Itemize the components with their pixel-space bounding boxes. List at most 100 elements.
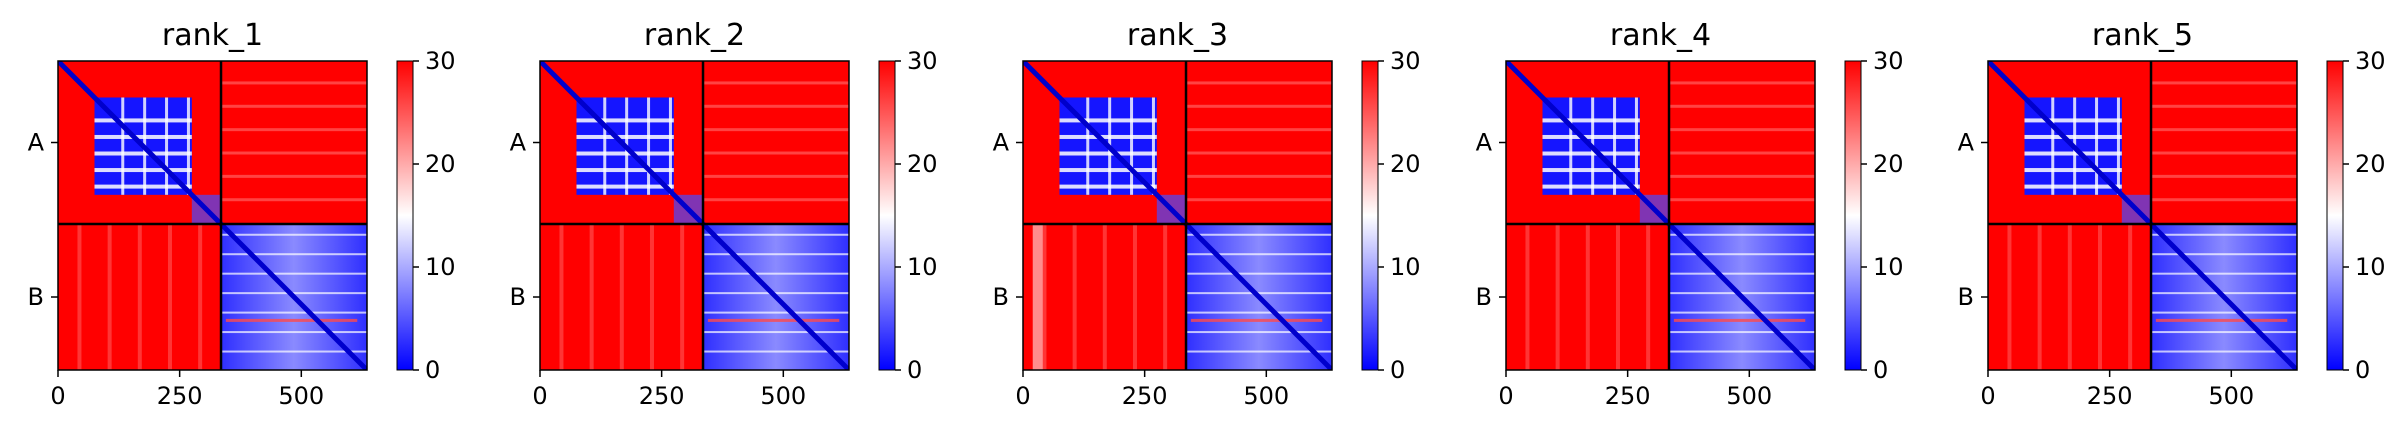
panel-3: rank_3 0 250 500 A B 0 10 20 30 xyxy=(993,18,1421,410)
colorbar-frame xyxy=(1361,60,1379,371)
block-b-seam xyxy=(1669,253,1815,256)
block-b-seam xyxy=(703,350,849,353)
offdiag-stripe xyxy=(1669,151,1815,155)
block-b-seam xyxy=(1669,350,1815,353)
panel-title: rank_1 xyxy=(162,18,263,53)
block-b-seam xyxy=(1186,233,1332,236)
offdiag-stripe xyxy=(1186,81,1332,85)
offdiag-stripe xyxy=(1669,81,1815,85)
panel-title: rank_3 xyxy=(1127,18,1228,53)
block-b-seam xyxy=(1186,253,1332,256)
y-tick-label: B xyxy=(993,283,1009,311)
block-a-seam xyxy=(1086,97,1090,195)
x-tick-label: 250 xyxy=(2087,382,2133,410)
offdiag-stripe xyxy=(703,128,849,132)
offdiag-stripe xyxy=(221,128,367,132)
offdiag-stripe xyxy=(221,198,367,202)
block-a-seam xyxy=(2116,97,2120,195)
offdiag-stripe xyxy=(221,104,367,108)
block-b-seam xyxy=(225,318,358,322)
block-b-seam xyxy=(1186,272,1332,275)
block-a-seam xyxy=(668,97,672,195)
block-b-seam xyxy=(2151,350,2297,353)
colorbar-tick-label: 20 xyxy=(425,150,456,178)
block-a-seam xyxy=(1613,97,1617,195)
y-tick-label: B xyxy=(28,283,44,311)
colorbar-tick-label: 0 xyxy=(1390,356,1405,384)
heatmap xyxy=(58,61,367,370)
x-tick-label: 0 xyxy=(1980,382,1995,410)
panel-title: rank_2 xyxy=(644,18,745,53)
x-tick-label: 500 xyxy=(1726,382,1772,410)
colorbar-tick-label: 30 xyxy=(1873,47,1904,75)
colorbar-tick-label: 10 xyxy=(2355,253,2386,281)
colorbar-frame xyxy=(878,60,896,371)
colorbar-tick-label: 20 xyxy=(2355,150,2386,178)
panel-1: rank_1 0 250 500 A B 0 10 20 30 xyxy=(28,18,456,410)
offdiag-stripe xyxy=(1669,198,1815,202)
block-a-seam xyxy=(1130,97,1134,195)
block-a-seam xyxy=(2095,97,2099,195)
block-b-seam xyxy=(2155,318,2288,322)
block-b-seam xyxy=(2151,311,2297,314)
colorbar-tick-label: 20 xyxy=(1873,150,1904,178)
offdiag-stripe xyxy=(703,81,849,85)
block-b-seam xyxy=(221,331,367,334)
block-b-seam xyxy=(1186,311,1332,314)
colorbar-tick-label: 10 xyxy=(907,253,938,281)
block-b-seam xyxy=(221,253,367,256)
x-tick-label: 500 xyxy=(1243,382,1289,410)
diagonal xyxy=(540,61,849,370)
block-b-seam xyxy=(221,233,367,236)
colorbar-tick-label: 10 xyxy=(425,253,456,281)
offdiag-stripe xyxy=(1132,224,1137,370)
offdiag-stripe xyxy=(1186,104,1332,108)
colorbar-tick-label: 10 xyxy=(1390,253,1421,281)
offdiag-stripe xyxy=(1042,224,1047,370)
colorbar-tick-label: 30 xyxy=(2355,47,2386,75)
x-tick-label: 250 xyxy=(1605,382,1651,410)
x-tick-label: 250 xyxy=(157,382,203,410)
block-b-seam xyxy=(2151,331,2297,334)
panel-5: rank_5 0 250 500 A B 0 10 20 30 xyxy=(1958,18,2386,410)
offdiag-stripe xyxy=(1163,224,1168,370)
offdiag-stripe xyxy=(2007,224,2012,370)
x-tick-label: 500 xyxy=(2208,382,2254,410)
y-tick-label: B xyxy=(1476,283,1492,311)
block-b-seam xyxy=(1186,350,1332,353)
block-a-seam xyxy=(1634,97,1638,195)
y-tick-label: A xyxy=(1958,129,1975,157)
block-b-seam xyxy=(2151,253,2297,256)
panel-frame xyxy=(57,60,368,371)
block-b-seam xyxy=(221,311,367,314)
colorbar-tick-label: 30 xyxy=(1390,47,1421,75)
x-tick-label: 250 xyxy=(1122,382,1168,410)
offdiag-stripe xyxy=(2097,224,2102,370)
block-b-seam xyxy=(1669,331,1815,334)
offdiag-stripe xyxy=(1186,128,1332,132)
offdiag-stripe xyxy=(1669,174,1815,178)
offdiag-stripe xyxy=(198,224,203,370)
x-tick-label: 0 xyxy=(50,382,65,410)
panel-title: rank_5 xyxy=(2092,18,2193,53)
offdiag-stripe xyxy=(2151,81,2297,85)
offdiag-stripe xyxy=(137,224,142,370)
offdiag-stripe xyxy=(2151,151,2297,155)
x-tick-label: 500 xyxy=(278,382,324,410)
offdiag-stripe xyxy=(2151,128,2297,132)
panel-4: rank_4 0 250 500 A B 0 10 20 30 xyxy=(1476,18,1904,410)
heatmap xyxy=(1506,61,1815,370)
offdiag-stripe xyxy=(703,104,849,108)
offdiag-stripe xyxy=(2067,224,2072,370)
offdiag-stripe xyxy=(1072,224,1077,370)
offdiag-stripe xyxy=(2151,104,2297,108)
panel-frame xyxy=(1505,60,1816,371)
offdiag-stripe xyxy=(1615,224,1620,370)
block-b-seam xyxy=(1186,292,1332,295)
block-b-seam xyxy=(703,311,849,314)
block-b-seam xyxy=(1669,233,1815,236)
offdiag-stripe xyxy=(1669,104,1815,108)
block-b-seam xyxy=(703,272,849,275)
x-tick-label: 0 xyxy=(1015,382,1030,410)
block-b-seam xyxy=(703,331,849,334)
